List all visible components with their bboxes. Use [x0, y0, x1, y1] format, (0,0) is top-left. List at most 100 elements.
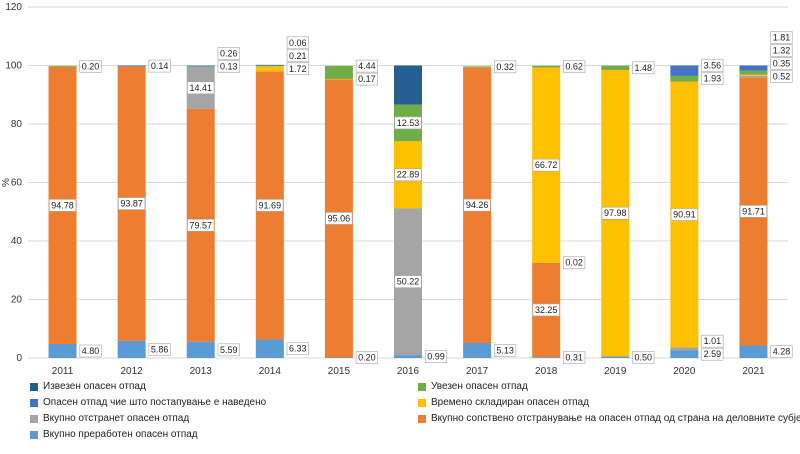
bar-segment [739, 74, 768, 76]
data-label: 1.48 [635, 63, 653, 73]
data-label: 0.20 [82, 61, 100, 71]
bar-segment [670, 350, 699, 358]
bar-segment [324, 78, 353, 80]
legend-label: Вкупно сопствено отстранување на опасен … [431, 413, 800, 424]
data-label-box [355, 72, 378, 86]
data-label-box [217, 60, 240, 73]
bar-segment [324, 65, 353, 79]
bar-segment [532, 65, 561, 68]
bar-segment [739, 75, 768, 78]
data-label-box [355, 351, 378, 365]
y-axis-label: % [1, 178, 12, 187]
bar-segment [739, 65, 768, 71]
data-label: 22.89 [397, 170, 420, 180]
data-label-box [217, 47, 240, 60]
data-label: 50.22 [397, 277, 420, 287]
bar-segment [255, 339, 284, 358]
data-label: 79.57 [189, 220, 212, 230]
data-label-box [701, 347, 724, 361]
data-label: 90.91 [673, 210, 696, 220]
data-label: 3.56 [704, 61, 722, 71]
x-tick-label: 2016 [397, 366, 420, 377]
legend-swatch [30, 382, 38, 391]
data-label: 1.81 [773, 32, 791, 42]
bar-segment [670, 347, 699, 351]
data-label: 12.53 [397, 118, 420, 128]
bar-segment [117, 65, 146, 67]
legend-label: Вкупно преработен опасен отпад [43, 429, 198, 440]
data-label: 0.20 [358, 353, 376, 363]
data-label-box [770, 57, 793, 70]
legend-swatch [30, 430, 38, 439]
data-label-box [424, 350, 448, 363]
data-label-box [286, 36, 309, 50]
data-label-box [79, 60, 102, 73]
x-tick-label: 2020 [673, 366, 696, 377]
y-tick-label: 60 [11, 178, 23, 189]
data-label: 94.78 [51, 200, 74, 210]
data-label: 0.99 [427, 352, 445, 362]
data-label: 0.31 [565, 353, 583, 363]
data-label-box [187, 218, 215, 232]
data-label: 4.80 [82, 346, 100, 356]
data-label-box [701, 59, 724, 73]
bar-segment [739, 70, 768, 75]
y-tick-label: 80 [11, 119, 23, 130]
y-tick-label: 20 [11, 295, 23, 306]
y-tick-label: 40 [11, 236, 23, 247]
data-label: 32.25 [535, 305, 558, 315]
data-label-box [494, 344, 517, 357]
x-tick-label: 2012 [121, 366, 144, 377]
bar-segment [255, 64, 284, 66]
y-tick-label: 0 [16, 353, 22, 364]
data-label: 0.02 [565, 258, 583, 268]
data-label: 0.13 [220, 62, 238, 72]
data-label-box [118, 197, 146, 210]
data-label: 0.62 [565, 62, 583, 72]
legend-swatch [418, 398, 426, 407]
legend-swatch [30, 414, 38, 423]
legend-label: Извезен опасен отпад [43, 381, 146, 392]
legend-label: Опасен отпад чие што постапување е навед… [43, 397, 267, 408]
legend-item: Вкупно отстранет опасен отпад [30, 413, 189, 424]
data-label-box [286, 62, 309, 76]
data-label-box [770, 345, 793, 359]
data-label: 0.32 [496, 62, 514, 72]
data-label-box [632, 61, 655, 75]
x-tick-label: 2017 [466, 366, 489, 377]
data-label-box [670, 208, 698, 221]
legend-swatch [418, 382, 426, 391]
data-label-box [48, 199, 77, 212]
data-label-box [394, 275, 422, 288]
bar-segment [324, 357, 353, 358]
legend-label: Времено складиран опасен отпад [431, 397, 589, 408]
data-label: 0.26 [220, 49, 238, 59]
bar-segment [670, 75, 699, 82]
data-label-box [355, 59, 378, 73]
x-tick-label: 2013 [190, 366, 213, 377]
bar-segment [532, 357, 561, 358]
data-label: 5.86 [151, 344, 169, 354]
data-label-box [79, 344, 102, 358]
data-label-box [770, 70, 793, 83]
bars-group [48, 64, 768, 358]
bar-segment [601, 356, 630, 358]
data-label: 0.35 [773, 58, 791, 68]
data-label-box [148, 59, 171, 73]
x-tick-label: 2019 [604, 366, 627, 377]
data-label: 95.06 [328, 213, 351, 223]
legend-swatch [418, 414, 426, 423]
legend-item: Времено складиран опасен отпад [418, 397, 589, 408]
bar-segment [739, 345, 768, 358]
bar-segment [48, 65, 77, 67]
legend-item: Вкупно преработен опасен отпад [30, 429, 198, 440]
data-labels-group: 4.80 94.78 0.20 5.86 93.87 0.14 5.59 79.57 14.41… [48, 31, 793, 365]
data-label-box [532, 158, 560, 172]
data-label-box [770, 44, 793, 57]
data-label-box [148, 343, 171, 356]
data-label-box [256, 199, 284, 212]
bar-segment [48, 343, 77, 358]
data-label-box [494, 60, 517, 74]
data-label: 97.98 [604, 208, 627, 218]
